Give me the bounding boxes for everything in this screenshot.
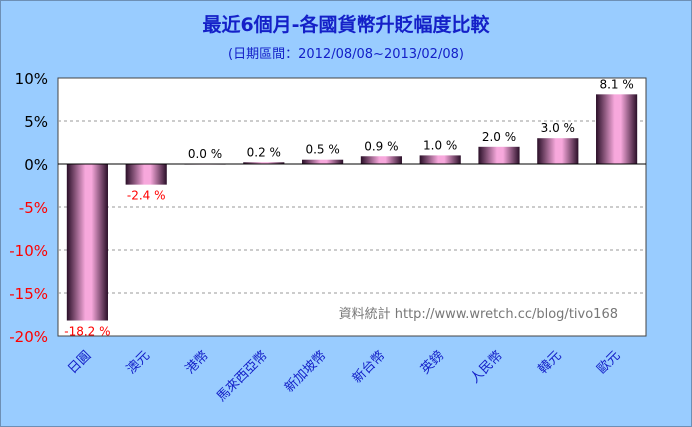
value-label: 0.9 % [364,139,398,153]
value-labels: -18.2 % -2.4 % 0.0 % 0.2 % 0.5 % 0.9 % 1.0 % 2.… [64,77,633,338]
y-tick-labels: 10% 5% 0% -5% -10% -15% -20% [9,70,48,346]
y-tick-label: -5% [19,199,48,217]
value-label: 2.0 % [482,130,516,144]
chart-title: 最近6個月-各國貨幣升貶幅度比較 [202,14,490,36]
bar [243,162,285,164]
category-label: 日圓 [65,348,94,377]
source-annotation: 資料統計 http://www.wretch.cc/blog/tivo168 [339,306,618,322]
category-label: 澳元 [123,348,153,378]
y-tick-label: 10% [15,70,48,88]
category-label: 馬來西亞幣 [214,348,271,405]
bar [125,164,167,185]
category-label: 港幣 [183,348,212,377]
bars [66,94,638,321]
category-label: 歐元 [594,348,623,377]
bar [596,94,638,164]
value-label: 8.1 % [599,77,633,91]
category-label: 英鎊 [417,348,447,378]
value-label: 0.2 % [247,145,281,159]
gridlines [58,120,646,294]
category-label: 韓元 [536,348,565,377]
value-label: 0.0 % [188,147,222,161]
value-label: -18.2 % [64,325,110,339]
bar [66,164,108,321]
bar [419,155,461,164]
value-label: 0.5 % [305,143,339,157]
bar [360,156,402,164]
value-label: -2.4 % [127,189,166,203]
category-label: 新台幣 [349,348,388,387]
bar [478,146,520,164]
category-label: 人民幣 [468,348,506,386]
y-tick-label: 0% [24,156,48,174]
y-tick-label: -20% [9,328,48,346]
category-label: 新加坡幣 [281,348,329,396]
category-labels: 日圓 澳元 港幣 馬來西亞幣 新加坡幣 新台幣 英鎊 人民幣 韓元 歐元 [65,348,623,405]
bar [537,138,579,164]
y-tick-label: -15% [9,285,48,303]
value-label: 3.0 % [541,121,575,135]
y-tick-label: 5% [24,113,48,131]
chart-subtitle: (日期區間：2012/08/08~2013/02/08) [228,47,464,62]
y-tick-label: -10% [9,242,48,260]
value-label: 1.0 % [423,138,457,152]
bar [302,159,344,164]
